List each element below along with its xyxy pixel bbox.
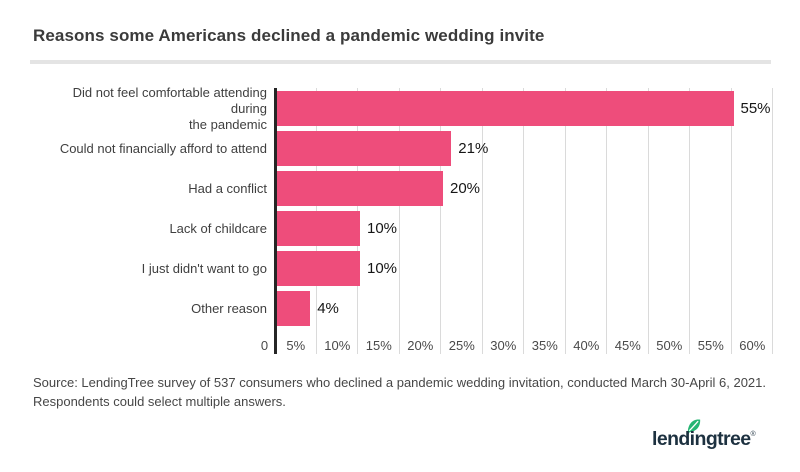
gridline — [689, 88, 690, 354]
value-label: 21% — [458, 140, 489, 157]
x-tick-label: 30% — [490, 338, 517, 353]
gridline — [564, 88, 566, 354]
bar — [277, 291, 311, 326]
x-tick-label: 50% — [656, 338, 683, 353]
title-divider — [30, 60, 771, 64]
category-label: Did not feel comfortable attending durin… — [33, 85, 267, 132]
source-line-1: Source: LendingTree survey of 537 consum… — [33, 375, 767, 390]
bar — [277, 171, 443, 206]
gridline — [606, 88, 607, 354]
bar — [277, 211, 360, 246]
category-label: Other reason — [33, 291, 267, 326]
gridline — [398, 88, 400, 354]
source-note: Source: LendingTree survey of 537 consum… — [33, 373, 778, 411]
leaf-icon — [686, 419, 701, 436]
bar — [277, 91, 734, 126]
value-label: 20% — [450, 180, 481, 197]
gridline — [647, 88, 649, 354]
category-label-line: Other reason — [191, 300, 267, 316]
registered-mark: ® — [750, 431, 756, 438]
category-label: I just didn't want to go — [33, 251, 267, 286]
x-tick-label: 15% — [365, 338, 392, 353]
x-tick-label: 45% — [614, 338, 641, 353]
gridline — [440, 88, 441, 354]
bar-chart: Did not feel comfortable attending durin… — [33, 85, 780, 354]
gridline — [772, 88, 773, 354]
category-label-line: Lack of childcare — [169, 220, 267, 236]
x-tick-label: 5% — [286, 338, 306, 353]
category-label-line: Had a conflict — [188, 180, 267, 196]
value-label: 10% — [367, 260, 398, 277]
source-line-2: Respondents could select multiple answer… — [33, 394, 286, 409]
x-tick-label: 40% — [573, 338, 600, 353]
category-label-line: Could not financially afford to attend — [59, 140, 267, 156]
lendingtree-logo: lendingtree® — [652, 417, 772, 457]
gridline — [481, 88, 483, 354]
category-label: Had a conflict — [33, 171, 267, 206]
category-label-line: Did not feel comfortable attending durin… — [72, 84, 267, 116]
category-label-line: I just didn't want to go — [141, 260, 267, 276]
x-tick-label: 0 — [260, 338, 269, 353]
value-label: 10% — [367, 220, 398, 237]
chart-title: Reasons some Americans declined a pandem… — [33, 26, 545, 45]
gridline — [523, 88, 524, 354]
x-tick-label: 60% — [739, 338, 766, 353]
bar — [277, 251, 360, 286]
gridline — [730, 88, 732, 354]
x-tick-label: 25% — [448, 338, 475, 353]
value-label: 55% — [740, 100, 771, 117]
x-tick-label: 35% — [531, 338, 558, 353]
category-label-line: the pandemic — [188, 116, 267, 132]
y-axis-line — [274, 88, 277, 354]
bar — [277, 131, 452, 166]
x-tick-label: 55% — [697, 338, 724, 353]
logo-wordmark: lendingtree® — [652, 428, 756, 450]
category-label: Lack of childcare — [33, 211, 267, 246]
value-label: 4% — [317, 300, 339, 317]
x-tick-label: 10% — [324, 338, 351, 353]
x-tick-label: 20% — [407, 338, 434, 353]
category-label: Could not financially afford to attend — [33, 131, 267, 166]
